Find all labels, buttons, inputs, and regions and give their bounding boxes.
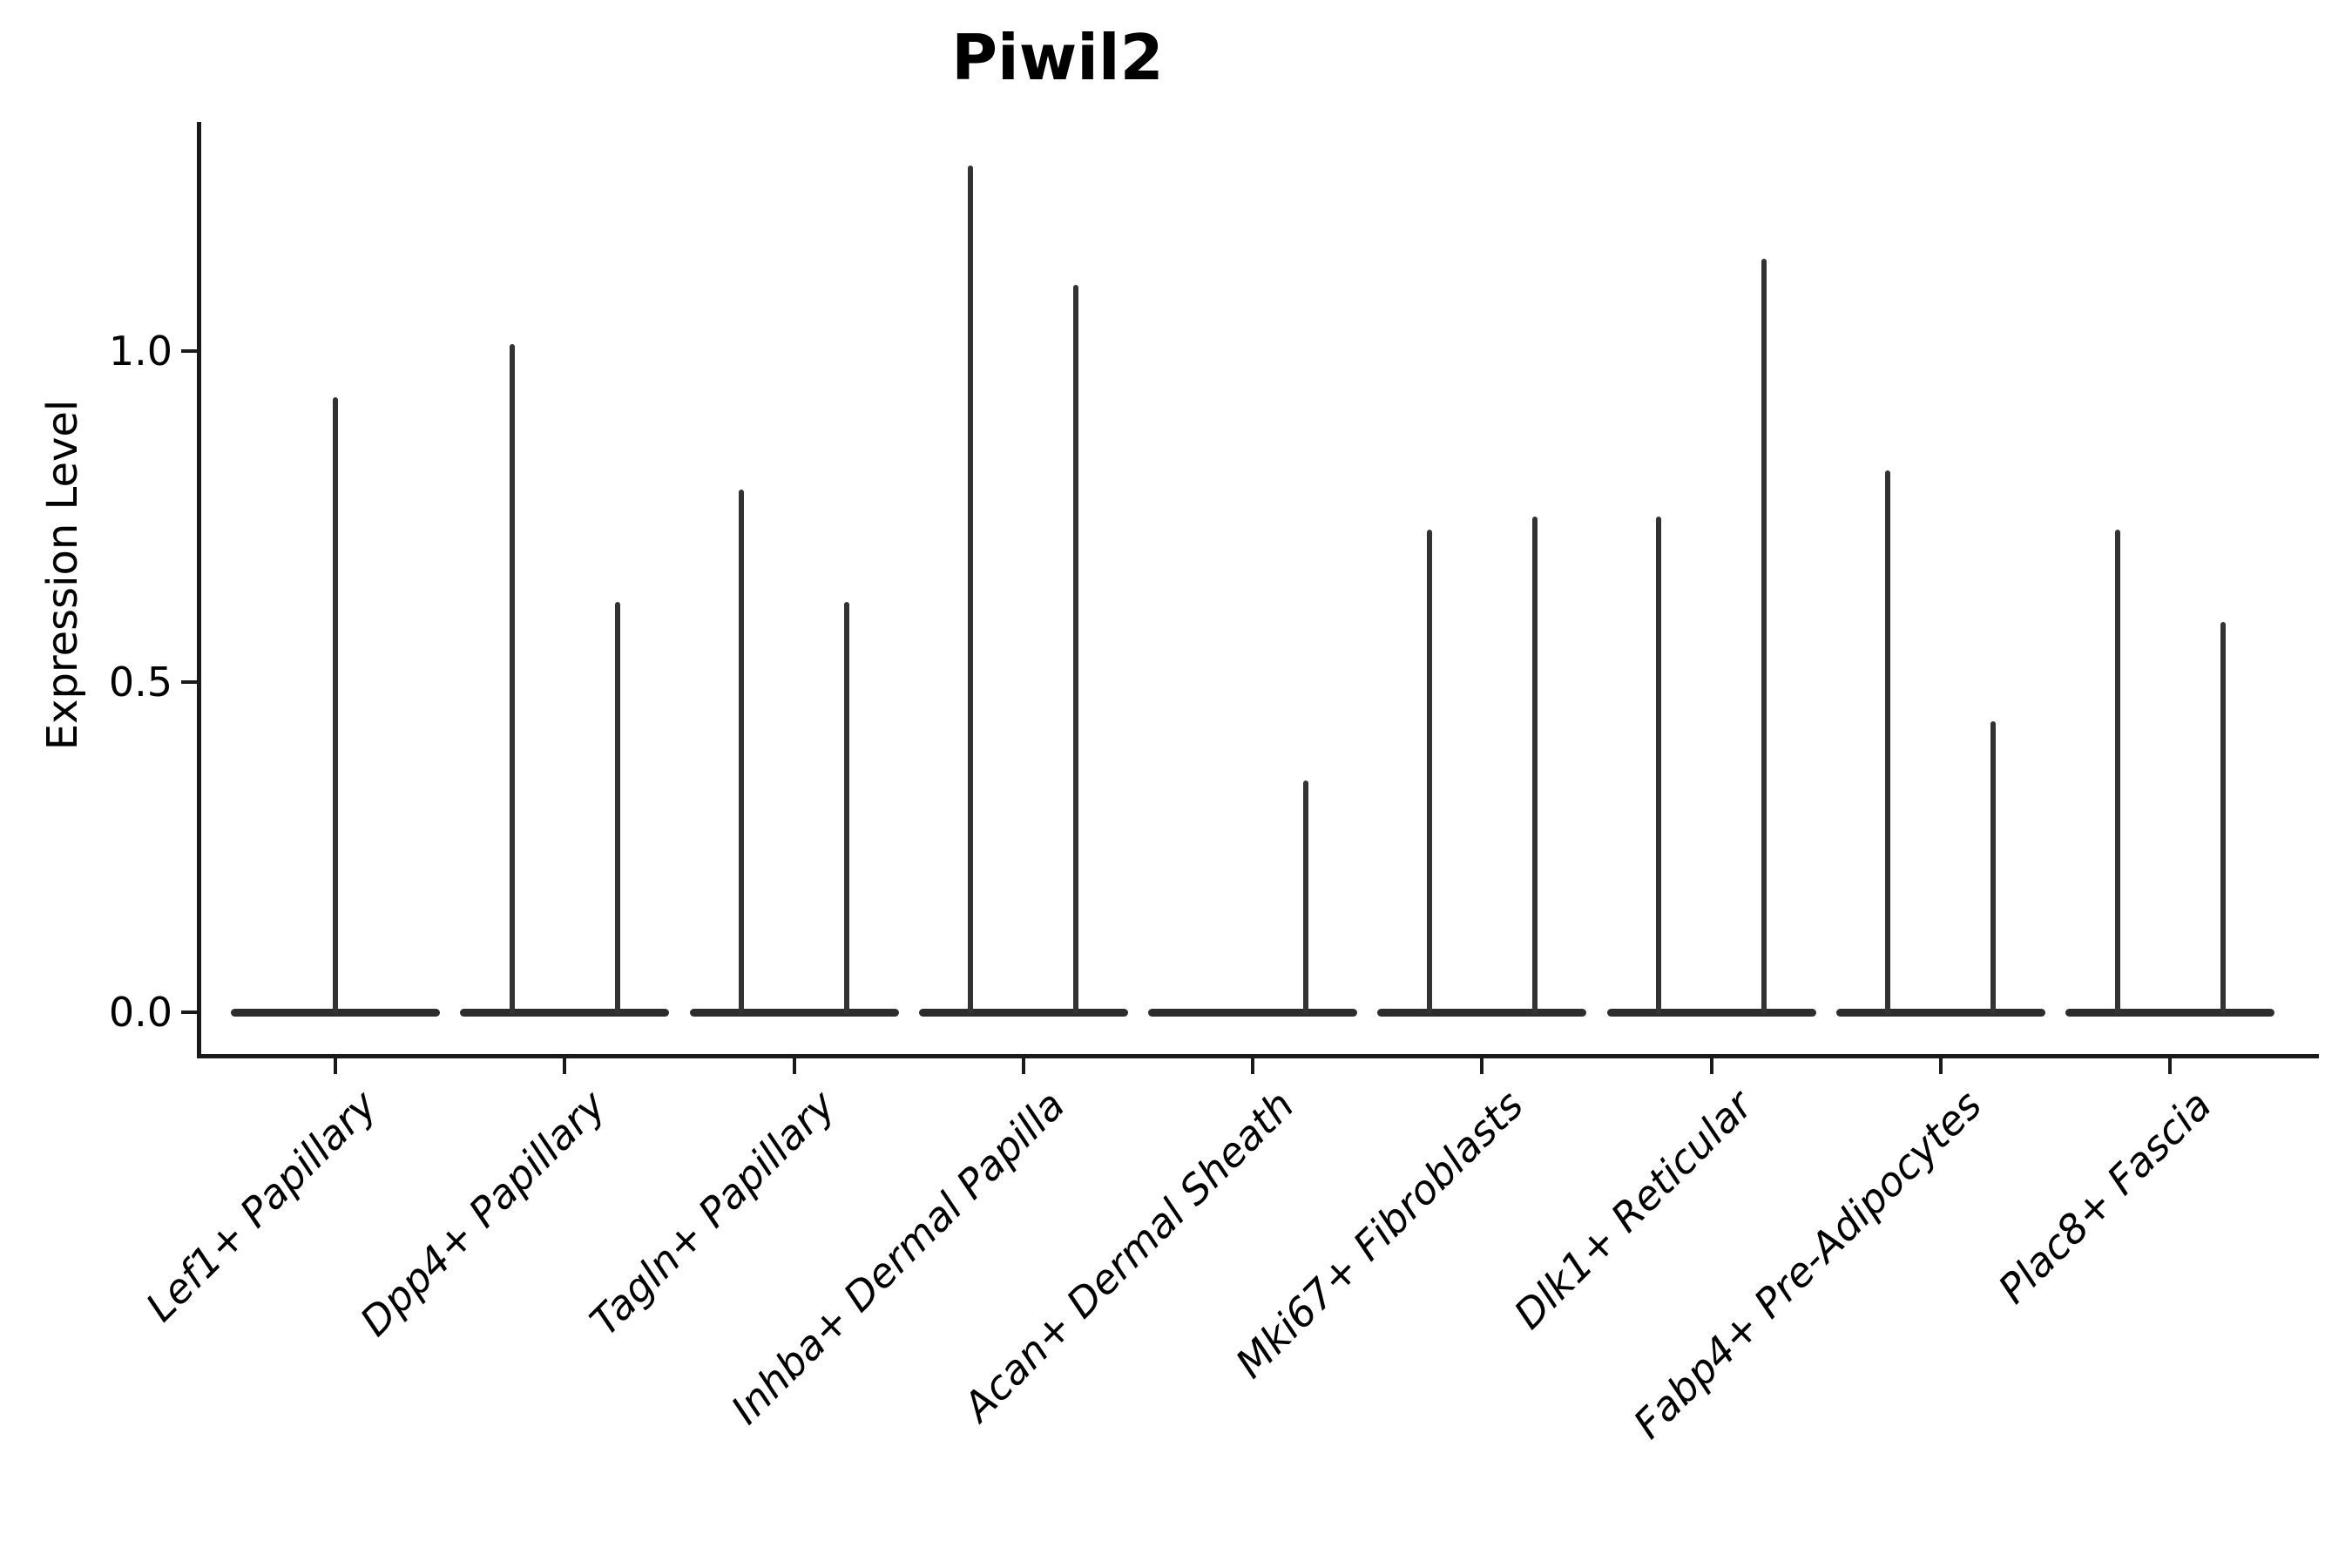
violin-spike	[968, 166, 974, 1014]
chart-title: Piwil2	[951, 21, 1164, 94]
violin-spike	[509, 344, 515, 1014]
x-tick-label: Dpp4+ Papillary	[351, 1081, 615, 1345]
y-tick	[181, 1010, 197, 1014]
violin-baseline	[689, 1009, 899, 1017]
x-tick	[1709, 1058, 1713, 1074]
violin-spike	[614, 602, 620, 1014]
y-axis-label: Expression Level	[38, 399, 87, 751]
y-tick-label: 0.5	[108, 658, 172, 706]
violin-spike	[1531, 516, 1538, 1014]
violin-baseline	[1148, 1009, 1357, 1017]
x-tick-label: Tagln+ Papillary	[580, 1081, 844, 1345]
x-tick	[1251, 1058, 1254, 1074]
violin-spike	[1656, 516, 1661, 1014]
violin-baseline	[918, 1009, 1128, 1017]
x-tick	[334, 1058, 337, 1074]
x-tick	[2168, 1058, 2172, 1074]
y-tick	[181, 679, 197, 684]
violin-baseline	[1835, 1009, 2045, 1017]
y-tick-label: 1.0	[108, 328, 172, 375]
x-tick	[1021, 1058, 1025, 1074]
x-tick	[563, 1058, 567, 1074]
y-tick	[181, 349, 197, 353]
x-tick	[1938, 1058, 1943, 1074]
violin-spike	[1426, 529, 1432, 1014]
y-axis-spine	[197, 122, 201, 1058]
violin-spike	[1885, 470, 1891, 1014]
violin-spike	[2114, 529, 2120, 1014]
x-axis-spine	[197, 1054, 2319, 1058]
violin-spike	[844, 602, 849, 1014]
x-tick	[792, 1058, 796, 1074]
x-tick-label: Dlk1+ Reticular	[1504, 1081, 1761, 1338]
violin-baseline	[2065, 1009, 2274, 1017]
x-tick	[1480, 1058, 1484, 1074]
violin-spike	[739, 490, 744, 1014]
y-tick-label: 0.0	[108, 989, 172, 1036]
violin-spike	[1073, 285, 1079, 1014]
violin-spike	[1302, 781, 1308, 1014]
violin-baseline	[460, 1009, 670, 1017]
violin-baseline	[1606, 1009, 1816, 1017]
violin-baseline	[1377, 1009, 1587, 1017]
violin-spike	[1761, 258, 1767, 1014]
x-tick-label: Plac8+ Fascia	[1989, 1081, 2220, 1313]
violin-spike	[333, 397, 338, 1014]
x-tick-label: Lef1+ Papillary	[136, 1081, 386, 1331]
violin-spike	[2220, 622, 2226, 1014]
violin-spike	[1990, 721, 1997, 1014]
